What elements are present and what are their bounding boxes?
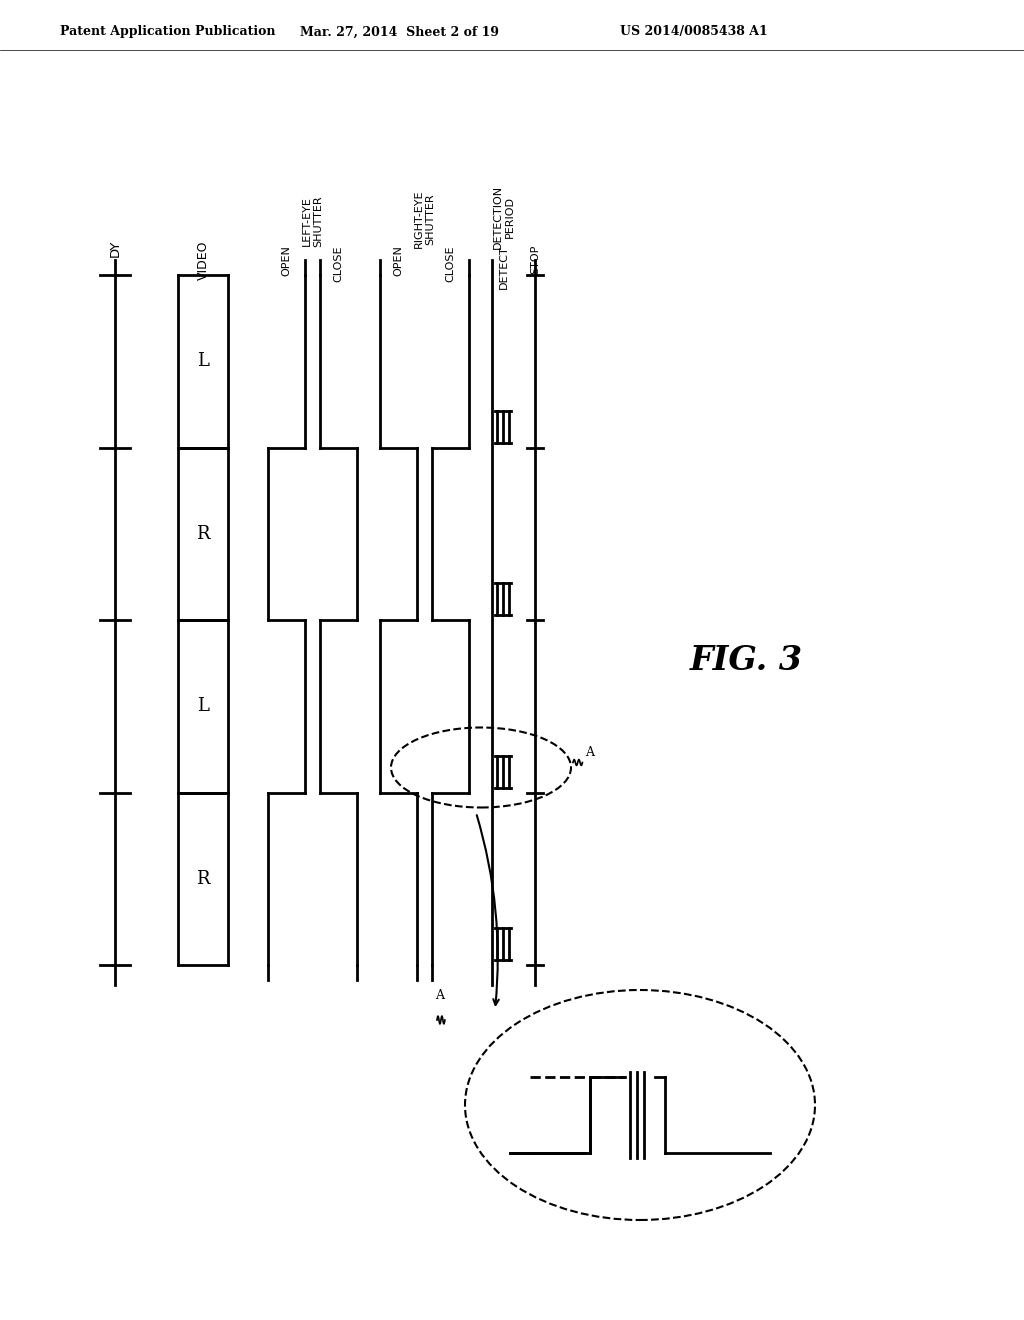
Text: A: A (435, 989, 444, 1002)
Text: OPEN: OPEN (393, 246, 403, 276)
Text: CLOSE: CLOSE (334, 246, 343, 281)
Text: RIGHT-EYE
SHUTTER: RIGHT-EYE SHUTTER (414, 190, 435, 248)
Text: FIG. 3: FIG. 3 (690, 644, 803, 676)
Text: R: R (197, 870, 210, 888)
Text: DETECTION
PERIOD: DETECTION PERIOD (494, 185, 515, 249)
Text: L: L (197, 352, 209, 370)
Text: R: R (197, 525, 210, 543)
Text: CLOSE: CLOSE (445, 246, 456, 281)
Text: OPEN: OPEN (282, 246, 292, 276)
Text: Patent Application Publication: Patent Application Publication (60, 25, 275, 38)
Text: DY: DY (109, 240, 122, 257)
Text: US 2014/0085438 A1: US 2014/0085438 A1 (620, 25, 768, 38)
Text: LEFT-EYE
SHUTTER: LEFT-EYE SHUTTER (302, 195, 324, 247)
Text: A: A (585, 746, 594, 759)
Text: DETECT: DETECT (499, 246, 509, 289)
Text: Mar. 27, 2014  Sheet 2 of 19: Mar. 27, 2014 Sheet 2 of 19 (300, 25, 500, 38)
Text: STOP: STOP (530, 246, 540, 275)
Text: VIDEO: VIDEO (197, 240, 210, 280)
Text: L: L (197, 697, 209, 715)
